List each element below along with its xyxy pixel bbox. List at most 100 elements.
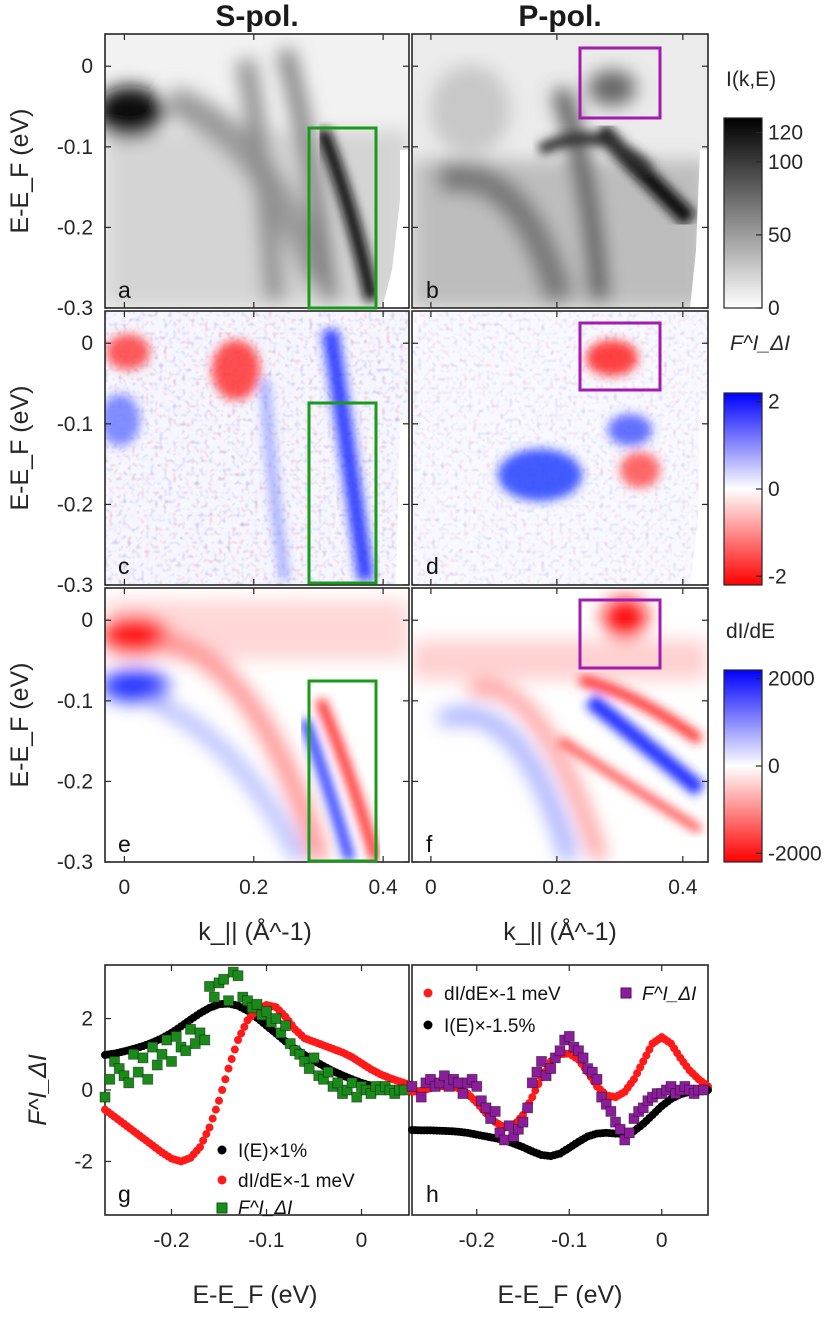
panel-label-c: c — [118, 553, 130, 579]
legend-h: dI/dE×-1 meV I(E)×-1.5% F^I_ΔI — [423, 984, 697, 1037]
panel-a-frame — [104, 33, 410, 309]
data-point — [208, 1114, 217, 1123]
colorbar-tick-label: 2 — [768, 391, 780, 414]
legend-h-marker-2 — [423, 1020, 433, 1030]
data-point — [563, 1031, 575, 1042]
data-point — [227, 1055, 236, 1064]
green-box-e — [307, 679, 378, 863]
xtick-label: -0.2 — [153, 1229, 189, 1252]
ytick-label: -0.2 — [57, 216, 93, 239]
legend-g-marker-3 — [216, 1202, 228, 1214]
ytick-label: -0.3 — [57, 851, 93, 874]
data-point — [147, 1041, 158, 1053]
data-point — [156, 1048, 168, 1060]
data-point — [151, 1059, 163, 1071]
data-point — [346, 1077, 358, 1089]
data-point — [280, 1020, 291, 1032]
left-column-title: S-pol. — [215, 0, 298, 33]
data-point — [639, 1057, 648, 1066]
data-point — [137, 1052, 149, 1064]
colorbar-1 — [723, 117, 763, 309]
xtick-label: 0.4 — [369, 876, 399, 899]
data-point — [240, 1022, 249, 1031]
panel-e-frame — [104, 587, 410, 863]
colorbar-2 — [723, 392, 763, 586]
data-point — [128, 1048, 139, 1060]
legend-h-marker-1 — [423, 988, 433, 998]
panel-label-b: b — [426, 277, 439, 303]
xtick-label: 0.4 — [668, 876, 698, 899]
green-box-c — [307, 401, 378, 585]
ylabel-row-2: E-E_F (eV) — [6, 385, 34, 510]
legend-g: I(E)×1% dI/dE×-1 meV F^I_ΔI — [216, 1141, 355, 1219]
xlabel-g: E-E_F (eV) — [192, 1281, 317, 1309]
panel-h-plot: -0.2 -0.1 0 — [406, 965, 712, 1252]
colorbar-tick-label: -2000 — [768, 842, 822, 865]
data-point — [104, 1073, 116, 1085]
data-point — [234, 1036, 242, 1044]
data-point — [452, 1077, 464, 1089]
data-point — [531, 1086, 540, 1095]
purple-box-f — [578, 598, 662, 670]
ytick-label: 0 — [81, 609, 93, 632]
data-point — [528, 1093, 537, 1102]
data-point — [202, 1130, 211, 1139]
colorbar-tick-label: 0 — [768, 755, 780, 778]
ytick-label: -0.1 — [57, 413, 93, 436]
colorbar-tick-label: -2 — [768, 565, 787, 588]
panel-a-image — [105, 34, 409, 308]
legend-g-text-3: F^I_ΔI — [238, 1198, 293, 1219]
colorbar-tick-label: 120 — [768, 122, 803, 145]
panel-label-a: a — [118, 277, 131, 303]
colorbar-tick-label: 50 — [768, 224, 791, 247]
colorbar-3 — [723, 669, 763, 863]
data-point — [536, 1056, 547, 1067]
colorbar-tick-label: 0 — [768, 297, 780, 320]
right-column-title: P-pol. — [518, 0, 601, 33]
panel-c-frame — [104, 310, 410, 586]
legend-h-text-1: dI/dE×-1 meV — [444, 984, 561, 1005]
data-point — [230, 1045, 239, 1054]
data-point — [166, 1056, 177, 1067]
data-point — [196, 1143, 204, 1152]
green-box-a — [307, 126, 378, 310]
panel-label-d: d — [426, 553, 439, 579]
data-point — [332, 1077, 344, 1089]
panel-f-frame — [411, 587, 709, 863]
xtick-label: 0 — [425, 876, 437, 899]
data-point — [623, 1127, 635, 1139]
data-point — [322, 1066, 334, 1078]
legend-g-text-2: dI/dE×-1 meV — [238, 1171, 355, 1192]
data-point — [591, 1073, 603, 1085]
data-point — [415, 1091, 427, 1103]
ytick-label: 0 — [81, 55, 93, 78]
data-point — [132, 1066, 144, 1078]
colorbar-1-label: I(k,E) — [726, 68, 776, 91]
colorbar-3-label: dI/dE — [726, 620, 775, 643]
data-point — [170, 1031, 182, 1042]
data-point — [636, 1063, 645, 1072]
colorbar-tick-label: 100 — [768, 151, 803, 174]
panel-b-image — [412, 34, 708, 308]
colorbar-2-label: F^I_ΔI — [730, 332, 790, 355]
data-point — [251, 998, 263, 1010]
data-point — [519, 1111, 527, 1119]
data-point — [517, 1116, 529, 1128]
data-point — [199, 1034, 211, 1046]
data-point — [99, 1091, 111, 1103]
colorbar-ticks: 120 100 50 0 2 0 -2 2000 0 -2000 — [756, 122, 822, 865]
data-point — [471, 1081, 483, 1092]
data-point — [554, 1045, 566, 1057]
ytick-label: -2 — [74, 1150, 93, 1173]
ytick-label: 0 — [81, 1079, 93, 1102]
data-point — [457, 1088, 469, 1099]
data-point — [180, 1045, 192, 1057]
data-point — [308, 1052, 320, 1064]
data-point — [199, 1136, 208, 1145]
ytick-label: 0 — [81, 332, 93, 355]
ytick-label: -0.2 — [57, 770, 93, 793]
ytick-label: -0.3 — [57, 297, 93, 320]
data-point — [223, 995, 234, 1007]
panel-label-g: g — [118, 1181, 131, 1207]
